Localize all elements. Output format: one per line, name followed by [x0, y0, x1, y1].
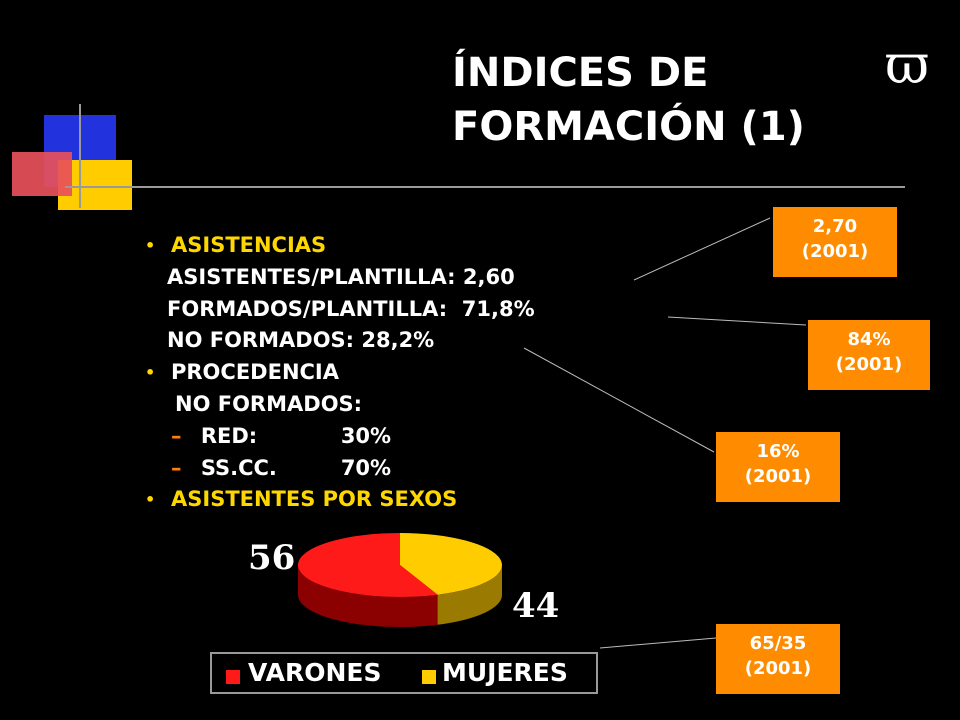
- connector-line-2: [667, 316, 807, 326]
- asistentes-plantilla: ASISTENTES/PLANTILLA: 2,60: [167, 264, 515, 289]
- title-line-2: FORMACIÓN (1): [452, 104, 805, 150]
- title-line-1: ÍNDICES DE: [452, 50, 709, 96]
- bullet-list: • ASISTENCIAS ASISTENTES/PLANTILLA: 2,60…: [145, 230, 535, 516]
- connector-line-4: [599, 637, 717, 649]
- data-label-varones: 56: [248, 538, 296, 578]
- pie-side-mujeres: [437, 565, 502, 625]
- callout-asistentes-2001: 2,70 (2001): [773, 207, 897, 277]
- legend-label-varones: VARONES: [248, 658, 382, 687]
- pie-side-varones: [297, 565, 438, 627]
- legend-label-mujeres: MUJERES: [442, 658, 568, 687]
- sub-item-ssccc: – SS.CC. 70%: [171, 455, 392, 480]
- bullet-asistentes-por-sexos: • ASISTENTES POR SEXOS: [145, 484, 535, 516]
- bullet-procedencia: • PROCEDENCIA: [145, 357, 535, 389]
- chart-legend: VARONES MUJERES: [210, 652, 598, 694]
- bullet-dot-icon: •: [145, 363, 156, 383]
- dash-icon: –: [171, 455, 182, 480]
- formados-plantilla: FORMADOS/PLANTILLA: 71,8%: [167, 296, 535, 321]
- pie-slice-varones: [298, 533, 438, 597]
- no-formados: NO FORMADOS: 28,2%: [167, 328, 435, 353]
- bullet-asistencias: • ASISTENCIAS: [145, 230, 535, 262]
- pi-symbol-icon: ϖ: [885, 33, 930, 96]
- decor-red-square: [12, 152, 72, 196]
- callout-no-formados-2001: 16% (2001): [716, 432, 840, 502]
- page-title: ÍNDICES DE FORMACIÓN (1): [452, 46, 805, 154]
- callout-sexos-2001: 65/35 (2001): [716, 624, 840, 694]
- dash-icon: –: [171, 423, 182, 448]
- bullet-dot-icon: •: [145, 490, 156, 510]
- legend-swatch-mujeres: [422, 670, 436, 684]
- title-divider: [65, 186, 905, 188]
- connector-line-1: [633, 217, 771, 281]
- callout-formados-2001: 84% (2001): [808, 320, 930, 390]
- no-formados-heading: NO FORMADOS:: [175, 391, 363, 416]
- sub-item-red: – RED: 30%: [171, 423, 392, 448]
- legend-swatch-varones: [226, 670, 240, 684]
- connector-line-3: [523, 347, 715, 453]
- data-label-mujeres: 44: [512, 586, 560, 626]
- decor-vertical-line: [79, 104, 81, 208]
- bullet-dot-icon: •: [145, 236, 156, 255]
- pie-slice-mujeres: [400, 533, 503, 595]
